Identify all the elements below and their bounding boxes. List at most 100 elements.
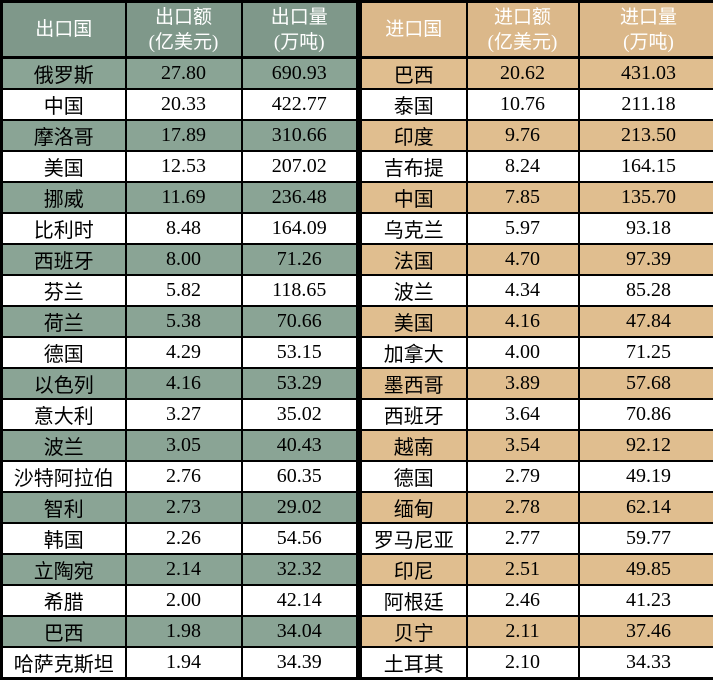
- value-cell: 62.14: [579, 492, 713, 523]
- value-cell: 57.68: [579, 368, 713, 399]
- value-cell: 690.93: [242, 58, 358, 90]
- country-cell: 越南: [361, 430, 467, 461]
- value-cell: 1.98: [126, 616, 242, 647]
- country-cell: 贝宁: [361, 616, 467, 647]
- country-cell: 中国: [2, 89, 126, 120]
- value-cell: 8.00: [126, 244, 242, 275]
- value-cell: 97.39: [579, 244, 713, 275]
- value-cell: 2.78: [467, 492, 579, 523]
- value-cell: 59.77: [579, 523, 713, 554]
- value-cell: 118.65: [242, 275, 358, 306]
- country-cell: 巴西: [361, 58, 467, 90]
- value-cell: 1.94: [126, 647, 242, 679]
- country-cell: 摩洛哥: [2, 120, 126, 151]
- value-cell: 2.73: [126, 492, 242, 523]
- value-cell: 4.16: [467, 306, 579, 337]
- value-cell: 2.79: [467, 461, 579, 492]
- column-header-line: 出口额: [127, 5, 241, 30]
- value-cell: 4.34: [467, 275, 579, 306]
- value-cell: 37.46: [579, 616, 713, 647]
- value-cell: 10.76: [467, 89, 579, 120]
- country-cell: 墨西哥: [361, 368, 467, 399]
- value-cell: 20.62: [467, 58, 579, 90]
- header-row: 进口国进口额(亿美元)进口量(万吨): [361, 2, 713, 58]
- value-cell: 8.24: [467, 151, 579, 182]
- value-cell: 47.84: [579, 306, 713, 337]
- column-header-line: (亿美元): [127, 30, 241, 55]
- value-cell: 70.86: [579, 399, 713, 430]
- value-cell: 35.02: [242, 399, 358, 430]
- value-cell: 17.89: [126, 120, 242, 151]
- value-cell: 3.27: [126, 399, 242, 430]
- value-cell: 3.64: [467, 399, 579, 430]
- value-cell: 5.82: [126, 275, 242, 306]
- value-cell: 164.15: [579, 151, 713, 182]
- country-cell: 以色列: [2, 368, 126, 399]
- country-cell: 缅甸: [361, 492, 467, 523]
- country-cell: 巴西: [2, 616, 126, 647]
- value-cell: 207.02: [242, 151, 358, 182]
- value-cell: 236.48: [242, 182, 358, 213]
- value-cell: 422.77: [242, 89, 358, 120]
- value-cell: 93.18: [579, 213, 713, 244]
- value-cell: 4.16: [126, 368, 242, 399]
- country-cell: 德国: [2, 337, 126, 368]
- country-cell: 泰国: [361, 89, 467, 120]
- value-cell: 85.28: [579, 275, 713, 306]
- country-cell: 印尼: [361, 554, 467, 585]
- country-cell: 乌克兰: [361, 213, 467, 244]
- column-header: 出口量(万吨): [242, 2, 358, 58]
- country-cell: 俄罗斯: [2, 58, 126, 90]
- country-cell: 西班牙: [361, 399, 467, 430]
- column-header-line: (万吨): [580, 30, 713, 55]
- value-cell: 4.29: [126, 337, 242, 368]
- value-cell: 20.33: [126, 89, 242, 120]
- value-cell: 71.25: [579, 337, 713, 368]
- column-header-line: 进口国: [362, 17, 466, 42]
- country-cell: 西班牙: [2, 244, 126, 275]
- column-header: 出口额(亿美元): [126, 2, 242, 58]
- country-cell: 中国: [361, 182, 467, 213]
- value-cell: 71.26: [242, 244, 358, 275]
- value-cell: 11.69: [126, 182, 242, 213]
- value-cell: 34.04: [242, 616, 358, 647]
- country-cell: 阿根廷: [361, 585, 467, 616]
- value-cell: 7.85: [467, 182, 579, 213]
- column-header-line: 进口额: [468, 5, 578, 30]
- column-header: 进口额(亿美元): [467, 2, 579, 58]
- column-header-line: (万吨): [243, 30, 357, 55]
- country-cell: 立陶宛: [2, 554, 126, 585]
- value-cell: 211.18: [579, 89, 713, 120]
- value-cell: 2.14: [126, 554, 242, 585]
- column-header-line: 出口国: [3, 17, 125, 42]
- column-header-line: 进口量: [580, 5, 713, 30]
- value-cell: 49.19: [579, 461, 713, 492]
